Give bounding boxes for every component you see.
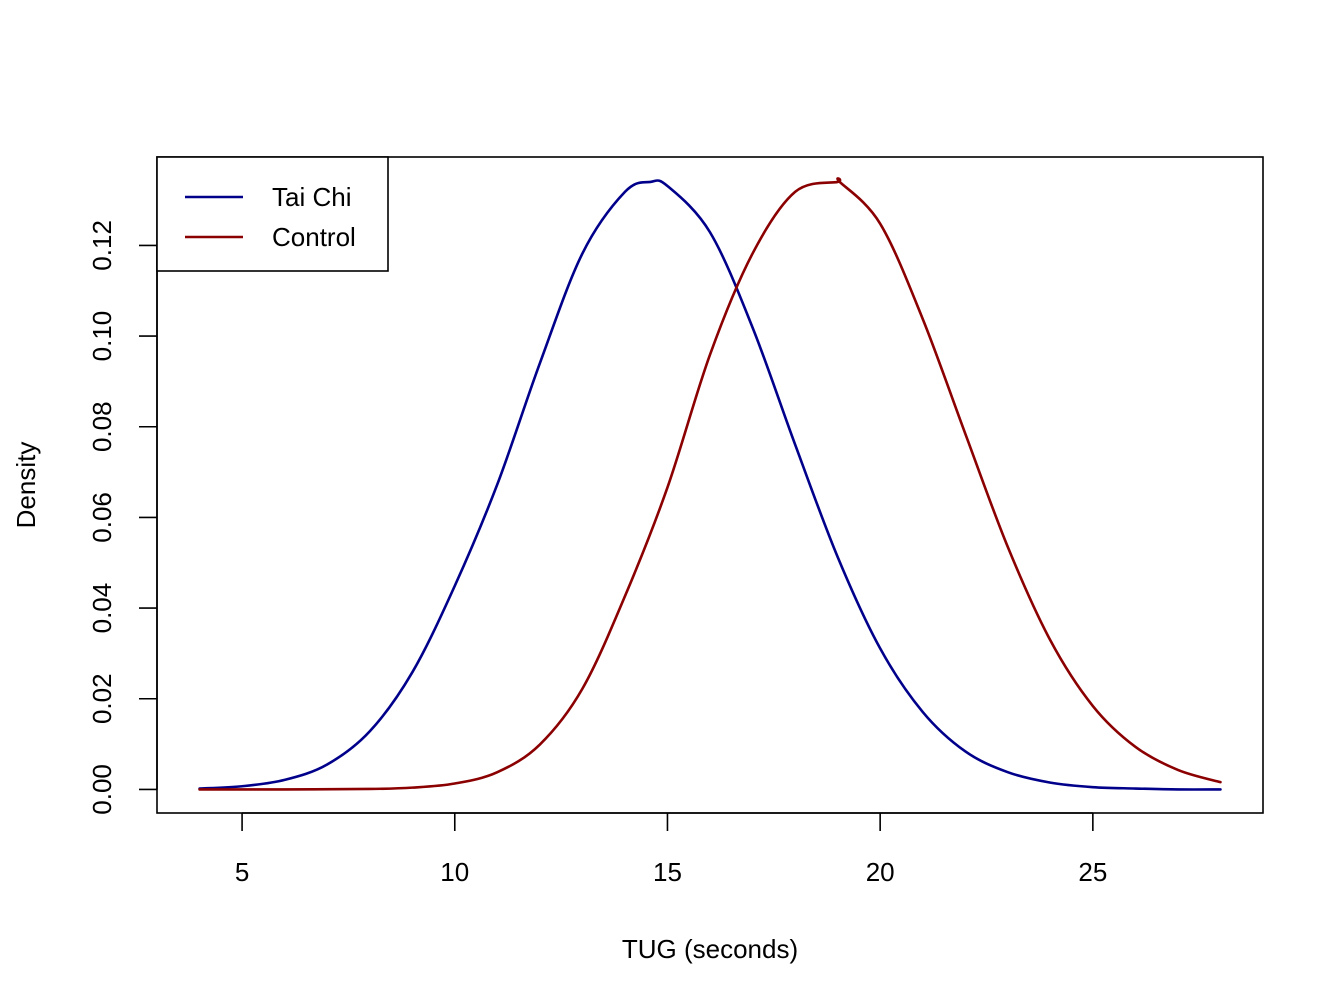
legend-label-tai-chi: Tai Chi [272, 182, 351, 212]
legend-box [156, 156, 389, 272]
y-axis-title: Density [11, 442, 41, 529]
x-tick-label: 15 [653, 857, 682, 887]
curves-layer [198, 177, 1222, 791]
x-tick-label: 20 [866, 857, 895, 887]
y-tick-label: 0.00 [87, 764, 117, 815]
y-axis: 0.00 0.02 0.04 0.06 0.08 0.10 0.12 [87, 220, 158, 815]
y-tick-label: 0.02 [87, 673, 117, 724]
legend-label-control: Control [272, 222, 356, 252]
series-line-tai-chi [198, 179, 1222, 791]
y-tick-label: 0.12 [87, 220, 117, 271]
legend: Tai Chi Control [156, 156, 389, 272]
y-tick-label: 0.08 [87, 401, 117, 452]
x-tick-label: 5 [235, 857, 249, 887]
x-tick-label: 25 [1078, 857, 1107, 887]
y-tick-label: 0.10 [87, 311, 117, 362]
x-axis: 5 10 15 20 25 [235, 812, 1107, 887]
x-tick-label: 10 [440, 857, 469, 887]
y-tick-label: 0.04 [87, 583, 117, 634]
x-axis-title: TUG (seconds) [622, 934, 798, 964]
y-tick-label: 0.06 [87, 492, 117, 543]
series-line-control [198, 177, 1222, 791]
